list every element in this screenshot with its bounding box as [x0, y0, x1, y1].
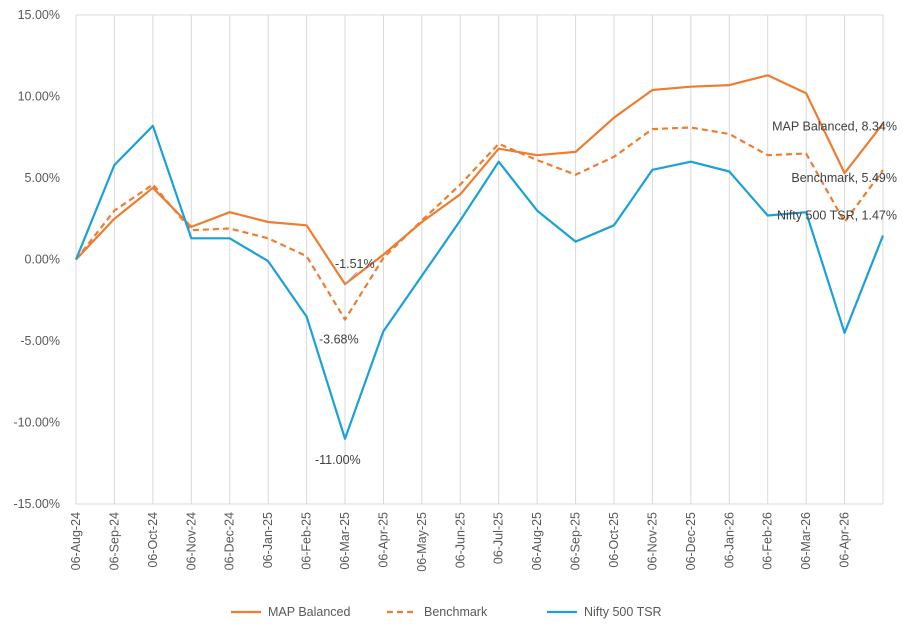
annotation-leader-line: [344, 271, 358, 285]
x-tick-label: 06-Oct-24: [146, 512, 160, 568]
data-label: -1.51%: [335, 257, 375, 271]
x-tick-label: 06-Mar-25: [338, 512, 352, 570]
x-tick-label: 06-Sep-24: [107, 512, 121, 570]
x-tick-label: 06-Apr-25: [376, 512, 390, 568]
x-tick-label: 06-Aug-25: [530, 512, 544, 570]
x-tick-label: 06-Feb-25: [300, 512, 314, 570]
series-lines: [74, 74, 885, 440]
y-tick-label: 0.00%: [25, 253, 60, 267]
series-line-2: [74, 124, 885, 440]
gridlines: [75, 14, 884, 505]
data-label: Benchmark, 5.49%: [791, 171, 897, 185]
x-tick-label: 06-Nov-25: [645, 512, 659, 570]
data-annotations: -1.51% -3.68% -11.00% MAP Balanced, 8.34% Be…: [315, 120, 897, 467]
x-tick-label: 06-Dec-24: [223, 512, 237, 570]
x-tick-label: 06-Dec-25: [684, 512, 698, 570]
y-tick-label: 5.00%: [25, 171, 60, 185]
x-tick-label: 06-Jun-25: [453, 512, 467, 568]
y-tick-label: -10.00%: [13, 416, 60, 430]
legend-label-2: Nifty 500 TSR: [584, 605, 662, 619]
y-tick-label: -15.00%: [13, 497, 60, 511]
x-tick-label: 06-Aug-24: [69, 512, 83, 570]
x-tick-label: 06-Jan-26: [722, 512, 736, 568]
y-axis-tick-labels: 15.00% 10.00% 5.00% 0.00% -5.00% -10.00% -15.0…: [13, 8, 60, 511]
legend-label-1: Benchmark: [424, 605, 488, 619]
x-axis-tick-labels: 06-Aug-24 06-Sep-24 06-Oct-24 06-Nov-24 06-D…: [69, 512, 852, 572]
x-tick-label: 06-Nov-24: [184, 512, 198, 570]
x-tick-label: 06-Jan-25: [261, 512, 275, 568]
legend: MAP Balanced Benchmark Nifty 500 TSR: [231, 605, 662, 619]
x-tick-label: 06-May-25: [415, 512, 429, 572]
series-line-0: [75, 74, 884, 286]
x-tick-label: 06-Sep-25: [569, 512, 583, 570]
data-label: -11.00%: [315, 453, 361, 467]
x-tick-label: 06-Mar-26: [799, 512, 813, 570]
y-tick-label: -5.00%: [20, 334, 60, 348]
series-line-1: [75, 126, 884, 321]
data-label: MAP Balanced, 8.34%: [772, 120, 897, 134]
x-tick-label: 06-Jul-25: [492, 512, 506, 564]
y-tick-label: 15.00%: [18, 8, 60, 22]
x-tick-label: 06-Apr-26: [838, 512, 852, 568]
data-label: Nifty 500 TSR, 1.47%: [777, 209, 897, 223]
x-tick-label: 06-Feb-26: [761, 512, 775, 570]
legend-label-0: MAP Balanced: [268, 605, 351, 619]
data-label: -3.68%: [319, 332, 359, 346]
x-tick-label: 06-Oct-25: [607, 512, 621, 568]
y-tick-label: 10.00%: [18, 90, 60, 104]
